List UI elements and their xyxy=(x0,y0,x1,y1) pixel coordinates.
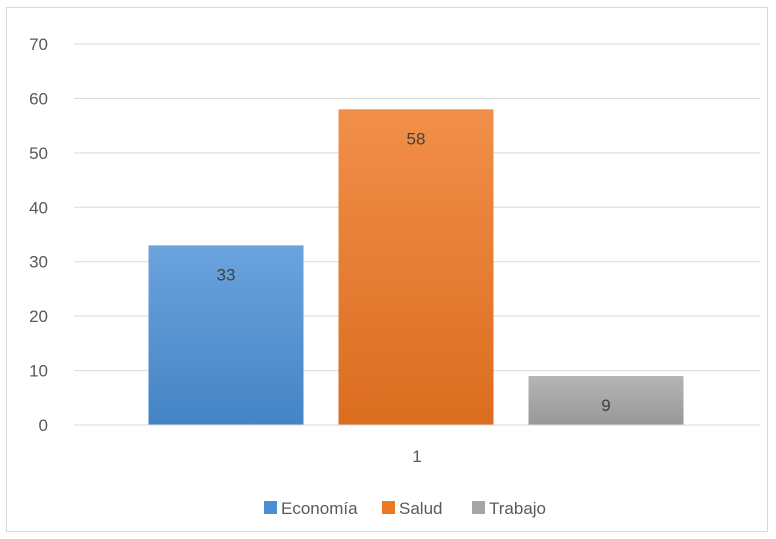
y-tick-label: 10 xyxy=(29,362,48,381)
y-tick-label: 20 xyxy=(29,307,48,326)
x-axis: 1 xyxy=(74,424,760,466)
y-tick-label: 50 xyxy=(29,144,48,163)
legend-label-economía: Economía xyxy=(281,499,358,518)
legend-label-trabajo: Trabajo xyxy=(489,499,546,518)
y-tick-label: 40 xyxy=(29,198,48,217)
x-tick-label: 1 xyxy=(412,447,421,466)
legend-label-salud: Salud xyxy=(399,499,442,518)
data-labels: 33 58 9 xyxy=(217,129,611,415)
legend-swatch-trabajo xyxy=(472,501,485,514)
legend: Economía Salud Trabajo xyxy=(264,499,546,518)
bar-trabajo xyxy=(528,376,684,425)
data-label-salud: 58 xyxy=(407,129,426,148)
y-tick-label: 60 xyxy=(29,89,48,108)
y-axis: 0 10 20 30 40 50 60 70 xyxy=(29,35,48,435)
data-label-economía: 33 xyxy=(217,265,236,284)
bar-salud xyxy=(338,109,494,426)
legend-swatch-salud xyxy=(382,501,395,514)
bar-economía xyxy=(148,245,304,425)
y-tick-label: 0 xyxy=(39,416,48,435)
y-tick-label: 70 xyxy=(29,35,48,54)
bars xyxy=(148,109,684,426)
data-label-trabajo: 9 xyxy=(601,396,610,415)
y-tick-label: 30 xyxy=(29,253,48,272)
legend-swatch-economía xyxy=(264,501,277,514)
